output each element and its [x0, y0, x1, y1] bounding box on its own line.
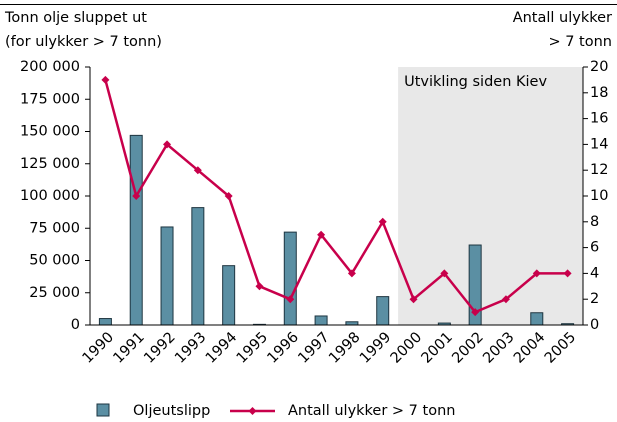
line-marker	[132, 192, 141, 200]
x-tick-label: 1994	[203, 329, 240, 366]
y2-axis-title: Antall ulykker	[513, 10, 612, 26]
line-marker	[409, 295, 418, 304]
x-tick-label: 2004	[511, 329, 548, 366]
y2-tick-label: 18	[590, 85, 608, 101]
line-marker	[255, 282, 264, 291]
line-marker	[163, 140, 172, 149]
y2-tick-label: 20	[590, 59, 608, 75]
y2-tick-label: 14	[590, 136, 608, 152]
x-tick-label: 2000	[388, 329, 425, 366]
x-tick-label: 1996	[265, 329, 302, 366]
bar	[376, 296, 390, 326]
x-tick-label: 1993	[172, 329, 209, 366]
y-tick-label: 50 000	[29, 253, 80, 269]
legend-swatch	[96, 403, 110, 417]
bar	[160, 226, 174, 326]
x-tick-label: 1995	[234, 329, 271, 366]
line	[104, 79, 568, 314]
bar	[530, 312, 544, 326]
x-tick-label: 1991	[110, 329, 147, 366]
line-marker	[193, 166, 202, 175]
legend-label: Antall ulykker > 7 tonn	[288, 403, 455, 419]
x-tick-label: 2005	[542, 329, 579, 366]
bar	[191, 207, 205, 326]
y2-tick-label: 4	[590, 265, 599, 281]
y2-tick-label: 0	[590, 317, 599, 333]
line-marker	[286, 295, 295, 304]
y-tick-label: 75 000	[29, 220, 80, 236]
legend-label: Oljeutslipp	[133, 403, 210, 419]
bar	[129, 134, 143, 326]
y-tick-label: 150 000	[20, 124, 80, 140]
y-tick-label: 200 000	[20, 59, 80, 75]
x-tick-label: 2003	[480, 329, 517, 366]
line-marker	[501, 295, 510, 304]
bar	[222, 265, 236, 326]
highlight-region	[398, 67, 583, 325]
x-tick-label: 1990	[80, 329, 117, 366]
x-tick-label: 1992	[141, 329, 178, 366]
x-tick-label: 2002	[449, 329, 486, 366]
y2-tick-label: 6	[590, 240, 599, 256]
bar	[98, 318, 112, 326]
line-marker	[563, 269, 572, 278]
x-tick-label: 1998	[326, 329, 363, 366]
y-tick-label: 100 000	[20, 188, 80, 204]
y2-tick-label: 12	[590, 162, 608, 178]
x-tick-label: 1997	[295, 329, 332, 366]
y2-tick-label: 2	[590, 291, 599, 307]
y2-tick-label: 10	[590, 188, 608, 204]
line-marker	[378, 217, 387, 226]
x-tick-label: 1999	[357, 329, 394, 366]
line-marker	[224, 192, 233, 200]
y-axis-title: (for ulykker > 7 tonn)	[5, 34, 162, 50]
y-tick-label: 175 000	[20, 91, 80, 107]
line-marker	[532, 269, 541, 278]
bar	[314, 315, 328, 326]
legend-marker	[248, 407, 257, 415]
y-tick-label: 0	[71, 317, 80, 333]
y2-tick-label: 8	[590, 214, 599, 230]
line-marker	[471, 308, 480, 317]
y-axis-title: Tonn olje sluppet ut	[4, 10, 147, 26]
line-marker	[440, 269, 449, 278]
x-tick-label: 2001	[419, 329, 456, 366]
line-marker	[101, 75, 110, 84]
y-tick-label: 25 000	[29, 285, 80, 301]
y2-axis-title: > 7 tonn	[548, 34, 612, 50]
bar	[283, 231, 297, 326]
line-marker	[347, 269, 356, 278]
y-tick-label: 125 000	[20, 156, 80, 172]
line-marker	[317, 230, 326, 239]
annotation: Utvikling siden Kiev	[404, 74, 547, 90]
y2-tick-label: 16	[590, 111, 608, 127]
